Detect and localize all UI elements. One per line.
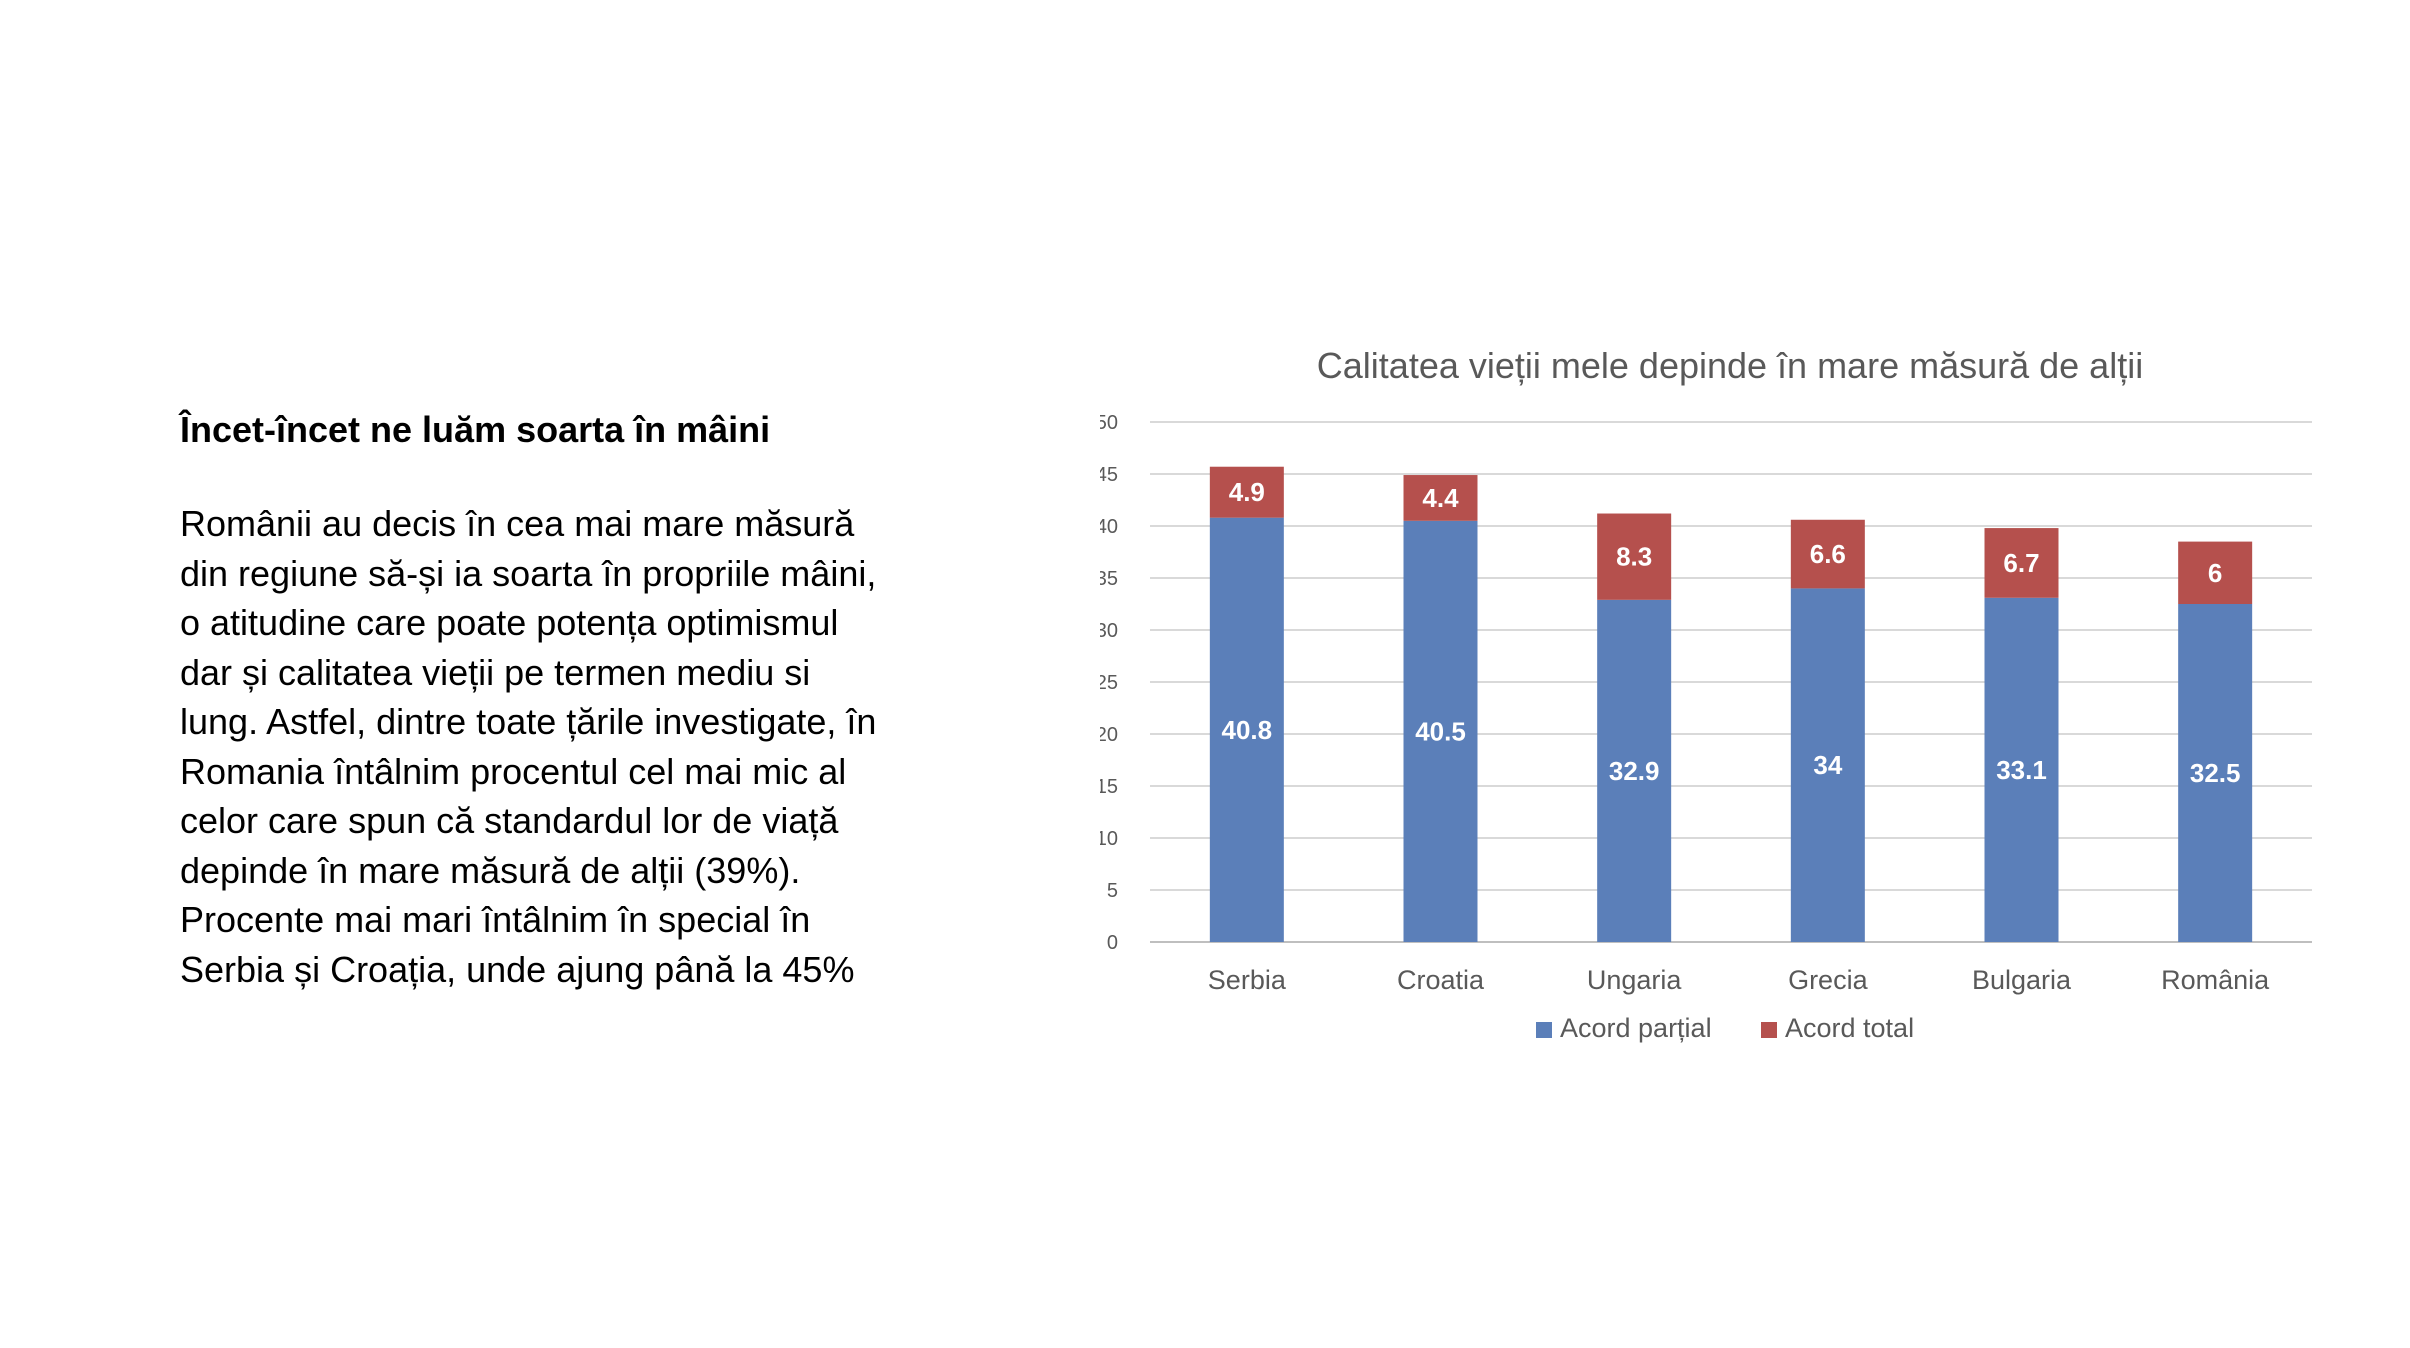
bar-segment-acord-total — [1984, 528, 2059, 598]
y-tick-label: 30 — [1100, 620, 1118, 642]
x-tick-label: Croatia — [1397, 965, 1485, 995]
data-label: 6 — [2208, 558, 2222, 588]
bar-segment-acord-partial — [1984, 597, 2059, 942]
legend-label: Acord total — [1785, 1013, 1914, 1043]
legend-swatch — [1761, 1022, 1777, 1038]
y-axis-ticks: 0 5 10 15 20 25 30 35 40 45 50 — [1100, 412, 1118, 954]
bar-segment-acord-partial — [1790, 588, 1865, 942]
data-label: 40.8 — [1222, 715, 1273, 745]
data-label: 6.7 — [2003, 548, 2039, 578]
bar-segment-acord-total — [1597, 513, 1672, 600]
paragraph-line: Procente mai mari întâlnim în special în — [180, 899, 811, 940]
x-axis-ticks: Serbia Croatia Ungaria Grecia Bulgaria Români… — [1208, 965, 2270, 995]
paragraph-line: Românii au decis în cea mai mare măsură — [180, 503, 855, 544]
data-label: 34 — [1813, 750, 1842, 780]
paragraph-line: Romania întâlnim procentul cel mai mic a… — [180, 750, 847, 792]
legend-swatch — [1536, 1022, 1552, 1038]
x-tick-label: Serbia — [1208, 965, 1287, 995]
stacked-bar-chart: Calitatea vieții mele depinde în mare mă… — [1100, 345, 2312, 1043]
data-label: 6.6 — [1810, 539, 1846, 569]
chart-container: Calitatea vieții mele depinde în mare mă… — [1100, 320, 2360, 1080]
y-tick-label: 45 — [1100, 464, 1118, 486]
bar-segment-acord-total — [1403, 475, 1478, 521]
y-tick-label: 0 — [1107, 932, 1118, 954]
y-tick-label: 10 — [1100, 828, 1118, 850]
data-label: 32.9 — [1609, 756, 1660, 786]
text-paragraph: Românii au decis în cea mai mare măsură … — [180, 499, 940, 994]
y-tick-label: 25 — [1100, 672, 1118, 694]
paragraph-line: o atitudine care poate potența optimismu… — [180, 602, 839, 643]
x-tick-label: România — [2161, 965, 2270, 995]
legend-label: Acord parțial — [1560, 1013, 1712, 1043]
chart-title: Calitatea vieții mele depinde în mare mă… — [1317, 345, 2143, 386]
bar-segment-acord-partial — [1403, 520, 1478, 942]
paragraph-line: depinde în mare măsură de alții (39%). — [180, 849, 801, 891]
paragraph-line: Serbia și Croația, unde ajung până la 45… — [180, 948, 855, 990]
bar-segment-acord-partial — [2178, 604, 2253, 942]
bar-segment-acord-total — [2178, 541, 2253, 604]
bar-segment-acord-partial — [1209, 517, 1284, 942]
x-tick-label: Grecia — [1788, 965, 1869, 995]
chart-legend: Acord parțial Acord total — [1536, 1013, 1914, 1043]
data-label: 8.3 — [1616, 542, 1652, 572]
paragraph-line: lung. Astfel, dintre toate țările invest… — [180, 701, 877, 742]
y-tick-label: 40 — [1100, 516, 1118, 538]
data-label: 32.5 — [2190, 758, 2241, 788]
y-tick-label: 20 — [1100, 724, 1118, 746]
x-tick-label: Ungaria — [1587, 965, 1683, 995]
data-label: 4.4 — [1422, 483, 1459, 513]
bar-segment-acord-total — [1790, 519, 1865, 589]
x-tick-label: Bulgaria — [1972, 965, 2072, 995]
text-block: Încet-încet ne luăm soarta în mâini Româ… — [180, 405, 940, 994]
y-tick-label: 50 — [1100, 412, 1118, 434]
data-labels: 40.8 4.9 40.5 4.4 32.9 8.3 34 6.6 33.1 6.7 32.5 6 — [1222, 477, 2241, 788]
text-heading: Încet-încet ne luăm soarta în mâini — [180, 409, 771, 450]
gridlines — [1150, 421, 2312, 943]
bars — [1209, 466, 2253, 942]
data-label: 40.5 — [1415, 716, 1466, 746]
paragraph-line: din regiune să-și ia soarta în propriile… — [180, 552, 877, 594]
y-tick-label: 35 — [1100, 568, 1118, 590]
paragraph-line: celor care spun că standardul lor de via… — [180, 800, 839, 841]
bar-segment-acord-partial — [1597, 599, 1672, 942]
bar-segment-acord-total — [1209, 466, 1284, 518]
y-tick-label: 5 — [1107, 880, 1118, 902]
data-label: 4.9 — [1229, 477, 1265, 507]
data-label: 33.1 — [1996, 755, 2047, 785]
y-tick-label: 15 — [1100, 776, 1118, 798]
paragraph-line: dar și calitatea vieții pe termen mediu … — [180, 651, 811, 693]
